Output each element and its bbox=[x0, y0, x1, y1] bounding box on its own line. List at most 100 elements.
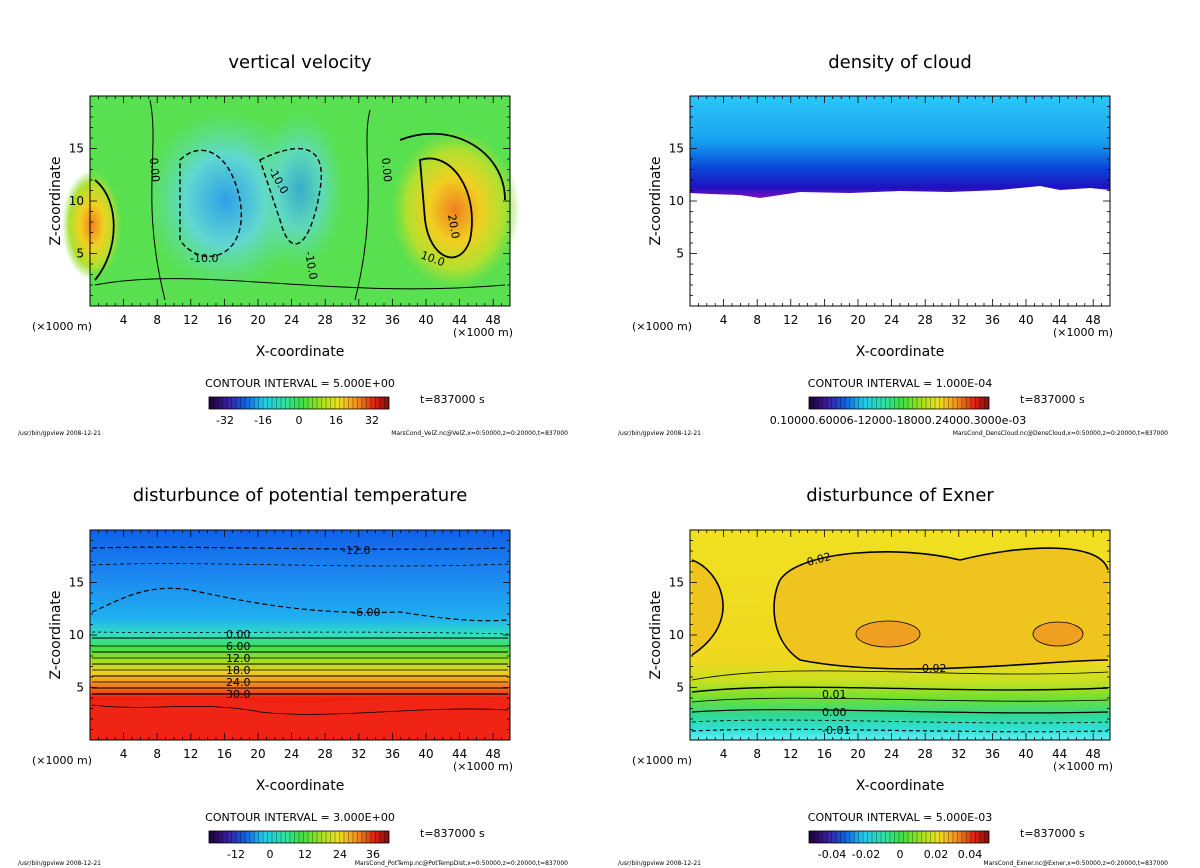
contour-label: -10.0 bbox=[302, 250, 320, 280]
colorbar-tick: -32 bbox=[216, 414, 234, 427]
x-tick-label: 24 bbox=[284, 313, 299, 327]
footer-left: /usr/bin/gpview 2008-12-21 bbox=[618, 860, 701, 867]
contour-label: -12.0 bbox=[342, 544, 370, 557]
x-tick-label: 4 bbox=[120, 747, 128, 761]
y-axis-label: Z-coordinate bbox=[648, 156, 664, 245]
x-tick-label: 12 bbox=[183, 747, 198, 761]
contour-label: -6.00 bbox=[352, 606, 380, 619]
x-tick-label: 20 bbox=[850, 313, 865, 327]
x-tick-label: 8 bbox=[153, 313, 161, 327]
contour-label: -10.0 bbox=[190, 252, 218, 265]
time-label: t=837000 s bbox=[1020, 827, 1085, 840]
colorbar-tick: 0 bbox=[296, 414, 303, 427]
time-label: t=837000 s bbox=[420, 827, 485, 840]
colorbar-tick-labels: -12 0 12 24 36 bbox=[227, 848, 380, 861]
x-tick-label: 44 bbox=[1052, 313, 1067, 327]
x-tick-label: 36 bbox=[385, 313, 400, 327]
x-tick-label: 8 bbox=[753, 313, 761, 327]
colorbar-tick: -0.02 bbox=[852, 848, 880, 861]
y-ticks: 5 10 15 bbox=[69, 95, 510, 307]
x-tick-label: 4 bbox=[720, 313, 728, 327]
footer-right: MarsCond_Exner.nc@Exner,x=0:50000,z=0:20… bbox=[983, 860, 1168, 867]
contour-interval: CONTOUR INTERVAL = 5.000E-03 bbox=[808, 811, 992, 824]
y-tick-label: 5 bbox=[76, 247, 84, 261]
x-tick-label: 8 bbox=[153, 747, 161, 761]
contour-interval: CONTOUR INTERVAL = 3.000E+00 bbox=[205, 811, 395, 824]
contour-interval: CONTOUR INTERVAL = 1.000E-04 bbox=[808, 377, 992, 390]
colorbar-tick: -0.04 bbox=[818, 848, 846, 861]
x-tick-label: 44 bbox=[1052, 747, 1067, 761]
chart-title: vertical velocity bbox=[228, 52, 372, 73]
y-ticks: 5 10 15 bbox=[669, 529, 1110, 741]
x-axis-label: X-coordinate bbox=[856, 344, 945, 360]
contour-label: 0.00 bbox=[147, 157, 162, 183]
colorbar bbox=[808, 396, 990, 410]
contour-label: -0.01 bbox=[822, 724, 850, 737]
y-tick-label: 10 bbox=[69, 194, 84, 208]
colorbar-tick: 0 bbox=[897, 848, 904, 861]
colorbar-tick: 16 bbox=[329, 414, 343, 427]
plot-area bbox=[62, 95, 520, 307]
y-tick-label: 10 bbox=[69, 628, 84, 642]
x-ticks: 4 8 12 16 20 24 28 32 36 40 44 48 bbox=[689, 96, 1111, 327]
x-tick-label: 44 bbox=[452, 747, 467, 761]
colorbar bbox=[808, 830, 990, 844]
y-tick-label: 5 bbox=[76, 681, 84, 695]
colorbar-tick: 0.04 bbox=[958, 848, 983, 861]
colorbar-tick: 36 bbox=[366, 848, 380, 861]
x-unit-label: (×1000 m) bbox=[632, 754, 692, 767]
y-tick-label: 15 bbox=[69, 142, 84, 156]
colorbar-tick: -16 bbox=[254, 414, 272, 427]
plot-area bbox=[689, 529, 1111, 741]
x-unit-label: (×1000 m) bbox=[453, 326, 513, 339]
x-tick-label: 48 bbox=[1086, 747, 1101, 761]
x-axis-label: X-coordinate bbox=[856, 778, 945, 794]
contour-label: 30.0 bbox=[226, 688, 251, 701]
contour-label: 0.01 bbox=[822, 688, 847, 701]
x-tick-label: 28 bbox=[318, 747, 333, 761]
colorbar-tick: 0 bbox=[267, 848, 274, 861]
contour-label: 0.02 bbox=[922, 662, 947, 675]
x-tick-label: 4 bbox=[120, 313, 128, 327]
x-tick-label: 16 bbox=[217, 313, 232, 327]
x-tick-label: 48 bbox=[1086, 313, 1101, 327]
x-tick-label: 36 bbox=[985, 313, 1000, 327]
x-unit-label: (×1000 m) bbox=[453, 760, 513, 773]
y-tick-label: 5 bbox=[676, 247, 684, 261]
x-unit-label: (×1000 m) bbox=[1053, 760, 1113, 773]
x-tick-label: 32 bbox=[951, 313, 966, 327]
x-tick-label: 48 bbox=[486, 313, 501, 327]
panel-density-of-cloud: density of cloud 4 8 12 16 20 24 28 32 36 40 44 48 … bbox=[618, 52, 1168, 437]
plot-area bbox=[689, 95, 1111, 307]
x-tick-label: 32 bbox=[351, 747, 366, 761]
x-tick-label: 12 bbox=[183, 313, 198, 327]
contour-label: 6.00 bbox=[226, 640, 251, 653]
x-tick-label: 28 bbox=[918, 747, 933, 761]
x-unit-label: (×1000 m) bbox=[632, 320, 692, 333]
footer-left: /usr/bin/gpview 2008-12-21 bbox=[18, 860, 101, 867]
colorbar bbox=[208, 830, 390, 844]
y-tick-label: 10 bbox=[669, 194, 684, 208]
colorbar-tick: 0.10000.60006-12000-18000.24000.3000e-03 bbox=[770, 414, 1027, 427]
footer-left: /usr/bin/gpview 2008-12-21 bbox=[618, 430, 701, 437]
colorbar-tick-labels: -32 -16 0 16 32 bbox=[216, 414, 379, 427]
time-label: t=837000 s bbox=[420, 393, 485, 406]
plot-area bbox=[89, 529, 511, 741]
x-tick-label: 40 bbox=[1018, 313, 1033, 327]
contour-interval: CONTOUR INTERVAL = 5.000E+00 bbox=[205, 377, 395, 390]
x-tick-label: 36 bbox=[985, 747, 1000, 761]
y-axis-label: Z-coordinate bbox=[648, 590, 664, 679]
x-unit-label: (×1000 m) bbox=[1053, 326, 1113, 339]
y-ticks: 5 10 15 bbox=[669, 95, 1110, 307]
x-ticks: 4 8 12 16 20 24 28 32 36 40 44 48 bbox=[89, 96, 511, 327]
footer-right: MarsCond_VelZ.nc@VelZ,x=0:50000,z=0:2000… bbox=[391, 430, 568, 437]
x-unit-label: (×1000 m) bbox=[32, 754, 92, 767]
x-tick-label: 28 bbox=[918, 313, 933, 327]
footer-right: MarsCond_DensCloud.nc@DensCloud,x=0:5000… bbox=[953, 430, 1168, 437]
y-tick-label: 10 bbox=[669, 628, 684, 642]
x-tick-label: 40 bbox=[418, 747, 433, 761]
x-tick-label: 16 bbox=[817, 747, 832, 761]
footer-left: /usr/bin/gpview 2008-12-21 bbox=[18, 430, 101, 437]
x-tick-label: 24 bbox=[284, 747, 299, 761]
